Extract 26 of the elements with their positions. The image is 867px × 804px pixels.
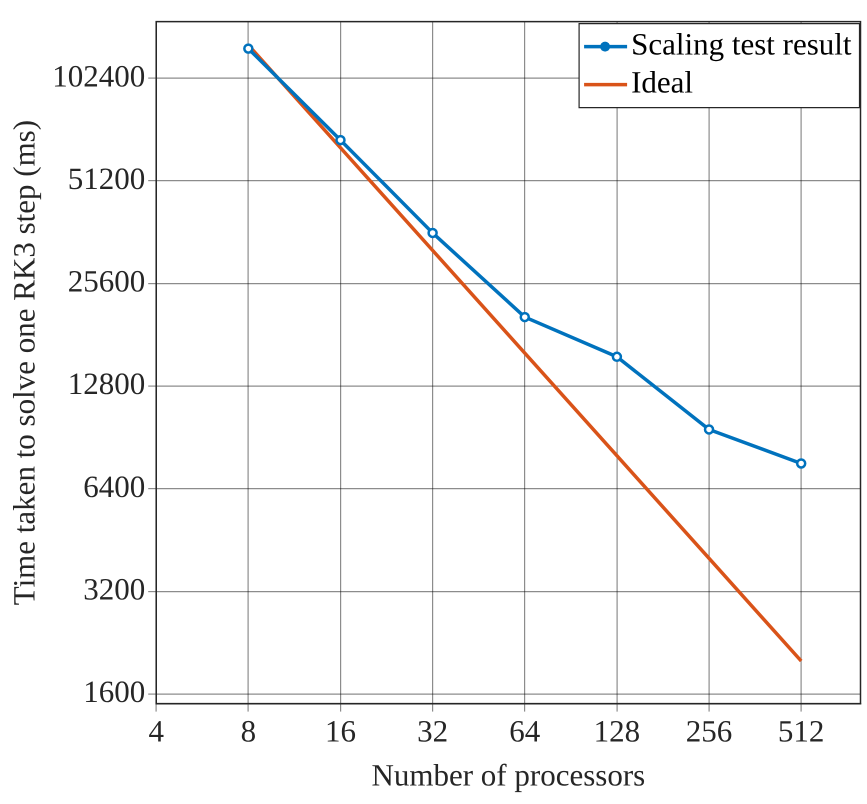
x-axis-title: Number of processors bbox=[371, 758, 646, 793]
point bbox=[612, 352, 622, 362]
y-tick-label: 1600 bbox=[83, 674, 146, 710]
x-tick-label: 32 bbox=[417, 713, 448, 748]
point bbox=[520, 312, 530, 322]
x-tick-label: 256 bbox=[686, 713, 732, 748]
legend-label: Scaling test result bbox=[631, 26, 852, 62]
x-tick-label: 16 bbox=[324, 713, 356, 748]
point bbox=[704, 424, 714, 435]
y-tick-label: 51200 bbox=[68, 160, 146, 196]
point bbox=[335, 134, 346, 146]
y-tick-label: 102400 bbox=[52, 58, 146, 94]
x-tick-label: 64 bbox=[509, 713, 541, 748]
y-tick-label: 12800 bbox=[68, 366, 146, 402]
point bbox=[243, 43, 254, 54]
x-tick-label: 8 bbox=[240, 713, 256, 748]
y-axis-title: Time taken to solve one RK3 step (ms) bbox=[6, 120, 42, 606]
y-tick-label: 6400 bbox=[83, 468, 146, 504]
x-tick-label: 128 bbox=[594, 713, 640, 748]
point bbox=[427, 228, 438, 238]
point bbox=[796, 458, 806, 469]
y-tick-label: 3200 bbox=[83, 572, 146, 607]
x-tick-label: 512 bbox=[778, 713, 824, 748]
y-tick-label: 25600 bbox=[68, 264, 146, 299]
x-tick-label: 4 bbox=[148, 713, 164, 748]
legend-label: Ideal bbox=[631, 64, 694, 100]
